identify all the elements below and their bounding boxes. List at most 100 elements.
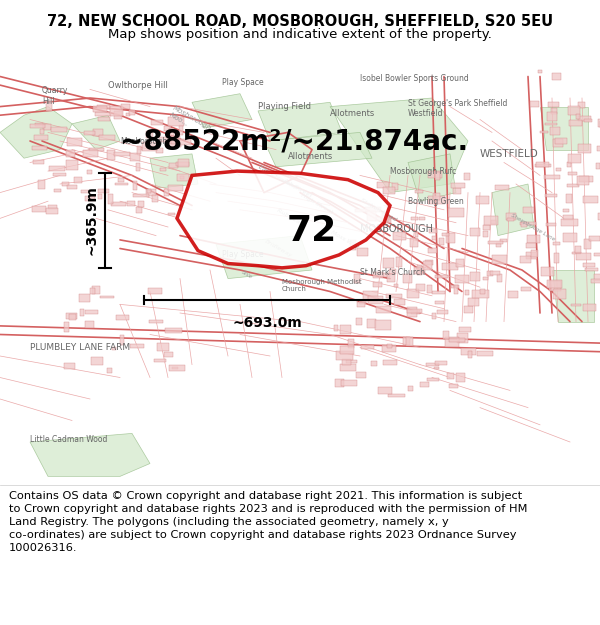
- Bar: [92, 286, 100, 294]
- Bar: [407, 308, 416, 316]
- Bar: [361, 346, 374, 349]
- Bar: [85, 321, 94, 328]
- Bar: [110, 106, 122, 116]
- Bar: [461, 348, 476, 355]
- Bar: [90, 288, 95, 294]
- Bar: [130, 152, 140, 161]
- Bar: [169, 163, 178, 168]
- Bar: [376, 306, 391, 313]
- Bar: [467, 351, 472, 358]
- Bar: [154, 359, 166, 362]
- Bar: [69, 314, 76, 320]
- Bar: [452, 188, 461, 194]
- Bar: [346, 360, 357, 362]
- Text: St Mark's Church: St Mark's Church: [360, 268, 425, 277]
- Bar: [434, 367, 439, 369]
- Bar: [87, 170, 92, 174]
- Bar: [415, 232, 418, 237]
- Bar: [83, 131, 95, 135]
- Bar: [347, 339, 355, 348]
- Bar: [97, 104, 110, 109]
- Bar: [129, 110, 135, 116]
- Bar: [484, 216, 497, 225]
- Bar: [408, 386, 413, 391]
- Text: Sheepbridge Lane: Sheepbridge Lane: [510, 213, 556, 242]
- Text: MOSBOROUGH: MOSBOROUGH: [360, 224, 433, 234]
- Bar: [116, 314, 130, 320]
- Bar: [555, 138, 566, 144]
- Bar: [544, 175, 560, 179]
- Bar: [541, 267, 554, 276]
- Bar: [121, 104, 130, 109]
- Text: St George's Park Sheffield
Westfield: St George's Park Sheffield Westfield: [408, 99, 508, 119]
- Bar: [415, 190, 424, 193]
- Bar: [127, 113, 130, 116]
- Bar: [374, 217, 389, 221]
- Bar: [554, 253, 559, 262]
- Bar: [373, 272, 383, 278]
- Text: Bowling Green: Bowling Green: [408, 197, 464, 206]
- Bar: [403, 337, 410, 345]
- Bar: [563, 216, 572, 220]
- Bar: [464, 173, 470, 180]
- Bar: [527, 235, 540, 242]
- Bar: [91, 357, 103, 366]
- Bar: [394, 284, 398, 287]
- Bar: [85, 310, 98, 314]
- Bar: [64, 364, 75, 369]
- Text: Bridleway: Bridleway: [264, 239, 293, 258]
- Bar: [589, 236, 600, 241]
- Polygon shape: [408, 154, 456, 201]
- Bar: [433, 194, 440, 200]
- Bar: [167, 185, 183, 191]
- Bar: [451, 286, 459, 288]
- Bar: [33, 160, 44, 164]
- Bar: [520, 256, 532, 263]
- Polygon shape: [177, 171, 390, 268]
- Text: Elm Crescent: Elm Crescent: [258, 165, 296, 190]
- Bar: [46, 101, 52, 111]
- Text: Owlthorpe Hill: Owlthorpe Hill: [108, 81, 168, 89]
- Bar: [160, 168, 166, 171]
- Bar: [578, 116, 590, 121]
- Bar: [455, 372, 465, 382]
- Text: ~88522m²/~21.874ac.: ~88522m²/~21.874ac.: [120, 127, 468, 155]
- Bar: [578, 102, 585, 108]
- Bar: [575, 253, 590, 260]
- Bar: [538, 71, 542, 73]
- Bar: [577, 176, 589, 184]
- Bar: [67, 312, 77, 319]
- Bar: [434, 172, 440, 180]
- Bar: [442, 262, 458, 269]
- Bar: [563, 234, 577, 242]
- Bar: [508, 291, 518, 298]
- Bar: [443, 331, 449, 339]
- Bar: [553, 73, 562, 80]
- Bar: [168, 213, 175, 215]
- Bar: [490, 271, 500, 275]
- Bar: [371, 361, 377, 366]
- Bar: [568, 106, 580, 114]
- Text: Isobel Bowler Sports Ground: Isobel Bowler Sports Ground: [360, 74, 469, 83]
- Bar: [133, 181, 137, 189]
- Bar: [432, 291, 445, 294]
- Bar: [32, 206, 46, 212]
- Bar: [425, 260, 433, 265]
- Bar: [82, 189, 91, 193]
- Bar: [98, 194, 102, 199]
- Bar: [40, 129, 44, 134]
- Bar: [146, 131, 154, 138]
- Bar: [98, 189, 109, 192]
- Bar: [389, 269, 396, 274]
- Bar: [491, 220, 496, 224]
- Bar: [164, 189, 169, 196]
- Bar: [149, 320, 163, 323]
- Bar: [155, 148, 163, 152]
- Polygon shape: [72, 115, 120, 149]
- Bar: [111, 202, 125, 206]
- Bar: [448, 208, 464, 217]
- Bar: [550, 127, 560, 134]
- Bar: [445, 338, 459, 347]
- Bar: [397, 257, 403, 267]
- Bar: [459, 327, 471, 332]
